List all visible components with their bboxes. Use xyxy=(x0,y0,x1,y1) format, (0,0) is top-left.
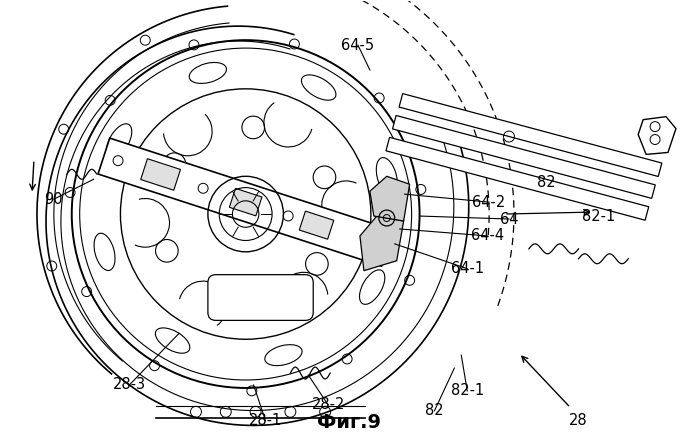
Ellipse shape xyxy=(301,75,336,100)
Text: 64-1: 64-1 xyxy=(451,261,484,276)
Polygon shape xyxy=(399,94,662,176)
Text: 64-4: 64-4 xyxy=(470,228,504,243)
Text: 28-2: 28-2 xyxy=(312,397,345,412)
Text: 28-1: 28-1 xyxy=(249,413,282,428)
Polygon shape xyxy=(386,137,649,220)
Polygon shape xyxy=(393,115,655,198)
Polygon shape xyxy=(229,188,262,216)
Text: 82-1: 82-1 xyxy=(451,384,484,398)
Text: 64-5: 64-5 xyxy=(341,38,375,52)
Text: 28-3: 28-3 xyxy=(113,377,146,392)
Ellipse shape xyxy=(359,270,385,304)
Ellipse shape xyxy=(155,328,190,353)
Ellipse shape xyxy=(376,158,397,195)
Text: 90: 90 xyxy=(45,192,63,206)
Ellipse shape xyxy=(94,233,115,270)
Ellipse shape xyxy=(189,63,226,83)
Polygon shape xyxy=(140,159,180,190)
Text: 82: 82 xyxy=(425,403,444,418)
Ellipse shape xyxy=(265,345,302,366)
Text: Фиг.9: Фиг.9 xyxy=(317,413,382,432)
Ellipse shape xyxy=(106,124,132,158)
FancyBboxPatch shape xyxy=(208,275,313,321)
Polygon shape xyxy=(638,117,676,155)
Text: 64-2: 64-2 xyxy=(473,194,506,210)
Text: 82: 82 xyxy=(538,175,556,190)
Text: 64: 64 xyxy=(500,211,518,226)
Polygon shape xyxy=(299,211,334,239)
Polygon shape xyxy=(98,138,394,266)
Text: 28: 28 xyxy=(569,413,588,428)
Polygon shape xyxy=(360,216,403,271)
Polygon shape xyxy=(370,176,410,221)
Text: 82-1: 82-1 xyxy=(582,209,615,223)
